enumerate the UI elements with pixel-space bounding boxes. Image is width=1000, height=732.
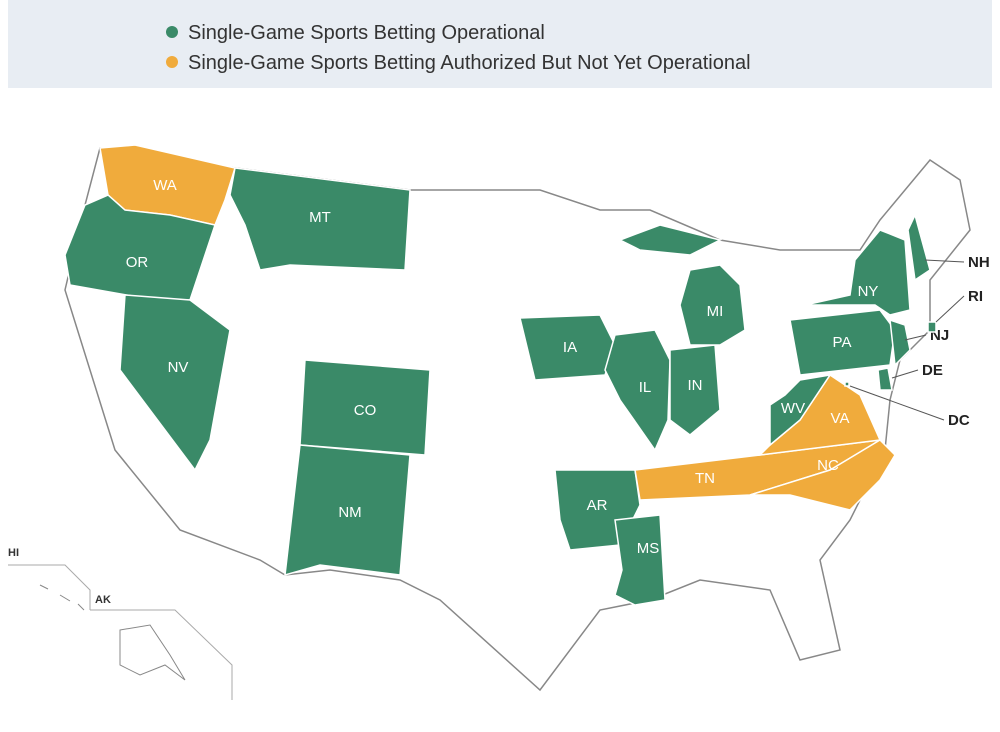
state-shape: [889, 318, 911, 367]
state-label: MS: [637, 540, 660, 557]
callout-line: [935, 295, 965, 323]
state-label: DC: [948, 412, 970, 429]
state-label: IA: [563, 339, 577, 356]
state-label: IL: [639, 379, 652, 396]
state-shape: [804, 229, 911, 316]
state-label: OR: [126, 254, 149, 271]
state-label: NY: [858, 283, 879, 300]
state-shape: [749, 439, 896, 511]
state-shape: [907, 212, 931, 282]
state-shape: [669, 344, 721, 436]
state-label: NC: [817, 457, 839, 474]
ak-frame: [90, 609, 233, 700]
state-shape: [229, 167, 411, 271]
state-shape: [284, 444, 411, 577]
state-label: DE: [922, 362, 943, 379]
state-shape: [299, 359, 431, 456]
state-label: PA: [833, 334, 852, 351]
state-label: NM: [338, 504, 361, 521]
state-label: MI: [707, 303, 724, 320]
callout-line: [849, 385, 945, 421]
state-shape: [769, 373, 832, 447]
legend-label: Single-Game Sports Betting Authorized Bu…: [188, 52, 751, 74]
state-shape: [877, 367, 893, 391]
state-label: IN: [688, 377, 703, 394]
legend-label: Single-Game Sports Betting Operational: [188, 22, 545, 44]
legend-swatch: [166, 56, 178, 68]
state-label: NV: [168, 359, 189, 376]
hi-frame: [8, 564, 91, 610]
state-shape: [604, 329, 671, 452]
state-label: WV: [781, 400, 805, 417]
state-shape: [927, 321, 937, 333]
state-shape: [119, 294, 231, 472]
state-label: NH: [968, 254, 990, 271]
state-shape: [614, 514, 666, 606]
state-label: VA: [831, 410, 850, 427]
state-label: CO: [354, 402, 377, 419]
state-label: WA: [153, 177, 177, 194]
ak-shape: [119, 624, 186, 681]
inset-label: AK: [95, 594, 111, 606]
inset-frames: [8, 564, 233, 700]
legend-swatch: [166, 26, 178, 38]
callout-line: [891, 369, 919, 379]
legend-box: [8, 0, 992, 88]
state-shape: [844, 381, 850, 387]
hi-shape: [39, 584, 85, 611]
state-shape: [64, 194, 216, 301]
callout-line: [924, 259, 965, 263]
inset-label: HI: [8, 547, 19, 559]
state-label: TN: [695, 470, 715, 487]
state-shape: [618, 224, 746, 346]
callout-line: [904, 334, 927, 341]
state-label: MT: [309, 209, 331, 226]
state-label: RI: [968, 288, 983, 305]
state-label: AR: [587, 497, 608, 514]
